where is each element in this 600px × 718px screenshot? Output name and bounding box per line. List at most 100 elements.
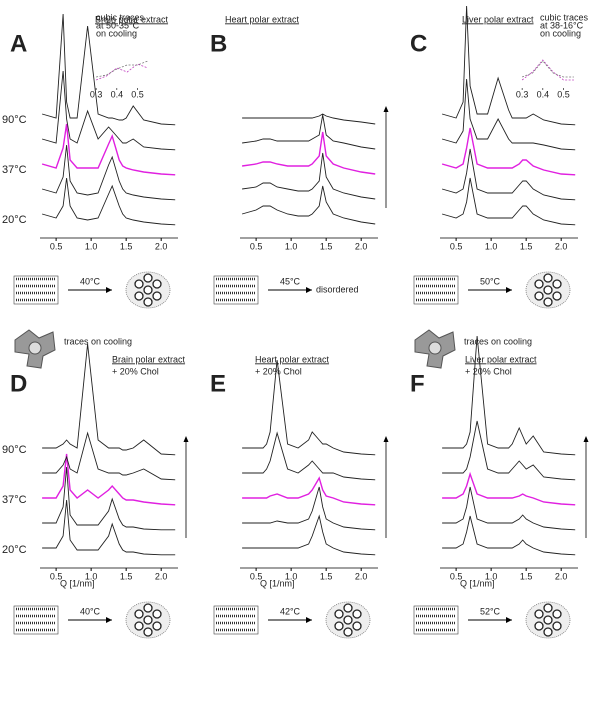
inset-text: cubic traces: [540, 12, 589, 22]
lipid-cylinder: [534, 291, 544, 301]
panel-title: Liver polar extract: [462, 14, 534, 24]
trace: [441, 148, 576, 201]
lipid-cylinder: [143, 285, 153, 295]
x-tick-label: 1.0: [85, 241, 98, 251]
arrow-head: [183, 436, 189, 442]
x-tick-label: 0.5: [450, 571, 463, 581]
inset-text: on cooling: [96, 28, 137, 38]
panel-title: Heart polar extract: [255, 354, 330, 364]
trace: [41, 177, 176, 226]
panel-title: Liver polar extract: [465, 354, 537, 364]
trace: [442, 471, 576, 506]
x-tick-label: 1.0: [285, 241, 298, 251]
inset-trace: [521, 60, 574, 78]
trace: [242, 114, 376, 150]
inset-tick-label: 0.4: [111, 89, 124, 99]
x-tick-label: 2.0: [555, 241, 568, 251]
arrow-head: [106, 617, 112, 623]
inset-trace: [521, 59, 574, 81]
trace: [242, 359, 376, 456]
trace: [42, 343, 176, 456]
trace: [242, 152, 376, 200]
cubic-core: [428, 341, 442, 355]
transition-temperature: 50°C: [480, 276, 501, 286]
trace: [42, 466, 176, 531]
x-tick-label: 2.0: [155, 571, 168, 581]
x-tick-label: 1.0: [285, 571, 298, 581]
x-tick-label: 1.5: [520, 571, 533, 581]
panel-letter: E: [210, 370, 226, 397]
transition-temperature: 45°C: [280, 276, 301, 286]
trace: [42, 453, 176, 506]
x-axis-label: Q [1/nm]: [460, 578, 495, 588]
transition-temperature: 40°C: [80, 606, 101, 616]
x-tick-label: 0.5: [50, 241, 63, 251]
lipid-cylinder: [143, 273, 153, 283]
panel-subtitle: + 20% Chol: [465, 366, 512, 376]
arrow-head: [506, 287, 512, 293]
lipid-cylinder: [543, 615, 553, 625]
phase-result: disordered: [316, 284, 359, 294]
temperature-label: 20°C: [2, 544, 27, 556]
transition-temperature: 52°C: [480, 606, 501, 616]
x-tick-label: 2.0: [355, 241, 368, 251]
trace: [42, 499, 176, 556]
inset-tick-label: 0.4: [537, 89, 550, 99]
x-tick-label: 1.0: [485, 241, 498, 251]
lipid-cylinder: [334, 609, 344, 619]
inset-trace: [96, 60, 149, 78]
lipid-cylinder: [543, 273, 553, 283]
panel-letter: B: [210, 30, 227, 57]
lipid-cylinder: [343, 627, 353, 637]
lipid-cylinder: [543, 285, 553, 295]
temperature-label: 20°C: [2, 214, 27, 226]
lipid-cylinder: [552, 291, 562, 301]
x-tick-label: 1.0: [85, 571, 98, 581]
panel-letter: A: [10, 30, 27, 57]
note: traces on cooling: [464, 336, 532, 346]
inset-text: at 38-16°C: [540, 20, 584, 30]
inset-text: cubic traces: [96, 12, 145, 22]
panel-letter: F: [410, 370, 425, 397]
arrow-head: [383, 106, 389, 112]
transition-temperature: 40°C: [80, 276, 101, 286]
lipid-cylinder: [543, 297, 553, 307]
x-tick-label: 2.0: [355, 571, 368, 581]
lipid-cylinder: [543, 627, 553, 637]
x-tick-label: 2.0: [155, 241, 168, 251]
lipid-cylinder: [534, 609, 544, 619]
trace: [441, 78, 576, 151]
lipid-cylinder: [152, 291, 162, 301]
trace: [41, 70, 176, 151]
trace: [242, 486, 376, 531]
temperature-label: 90°C: [2, 444, 27, 456]
x-tick-label: 1.5: [120, 241, 133, 251]
inset-tick-label: 0.5: [557, 89, 570, 99]
transition-temperature: 42°C: [280, 606, 301, 616]
panel-title: Brain polar extract: [95, 14, 169, 24]
cubic-core: [28, 341, 42, 355]
lipid-cylinder: [543, 603, 553, 613]
arrow-head: [583, 436, 589, 442]
panel-letter: C: [410, 30, 427, 57]
lipid-cylinder: [152, 621, 162, 631]
x-tick-label: 1.5: [320, 241, 333, 251]
inset-trace: [95, 63, 149, 81]
temperature-label: 37°C: [2, 164, 27, 176]
x-tick-label: 0.5: [450, 241, 463, 251]
arrow-head: [106, 287, 112, 293]
x-tick-label: 0.5: [250, 571, 263, 581]
temperature-label: 90°C: [2, 114, 27, 126]
arrow-head: [306, 617, 312, 623]
lipid-cylinder: [552, 621, 562, 631]
note: traces on cooling: [64, 336, 132, 346]
lipid-cylinder: [134, 609, 144, 619]
panel-title: Heart polar extract: [225, 14, 300, 24]
lipid-cylinder: [152, 609, 162, 619]
trace: [42, 431, 176, 481]
lipid-cylinder: [343, 615, 353, 625]
lipid-cylinder: [134, 621, 144, 631]
lipid-cylinder: [143, 627, 153, 637]
lipid-cylinder: [143, 297, 153, 307]
